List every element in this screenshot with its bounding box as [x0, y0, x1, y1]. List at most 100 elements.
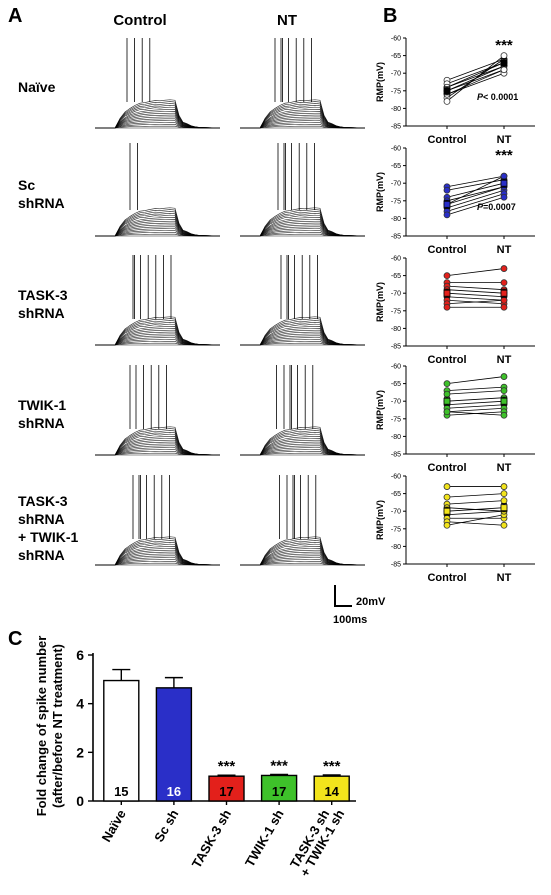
panel-b-letter: B	[383, 5, 397, 27]
rmp-tick-label: -60	[391, 256, 401, 263]
rmp-tick-label: -80	[391, 326, 401, 333]
rmp-category-label: Control	[427, 244, 466, 256]
scale-bar: 20mV 100ms	[333, 585, 386, 626]
voltage-trace-set	[95, 365, 221, 456]
rmp-pair-line	[446, 65, 505, 88]
rmp-pair-line	[446, 500, 505, 505]
rmp-plot: -60 -65 -70 -75 -80 -85 Control NT RMP(mV) *** P=0…	[375, 146, 535, 256]
rmp-tick-label: -80	[391, 434, 401, 441]
rmp-pair-line	[446, 493, 505, 498]
rmp-point	[443, 186, 451, 194]
rmp-pair-line	[446, 400, 505, 406]
rmp-mean-marker	[500, 59, 508, 67]
rmp-category-label: NT	[497, 354, 512, 366]
rmp-tick-label: -75	[391, 308, 401, 315]
rmp-mean-marker	[500, 504, 508, 512]
voltage-trace-set	[240, 255, 366, 346]
rmp-pair-line	[446, 72, 505, 95]
rmp-mean-marker	[500, 289, 508, 297]
rmp-pair-line	[446, 175, 505, 188]
bar-significance: ***	[270, 757, 288, 774]
rmp-point	[443, 390, 451, 398]
bar	[103, 679, 140, 802]
row-label: shRNA	[18, 415, 65, 431]
scalebar-voltage-label: 20mV	[356, 596, 386, 608]
rmp-point	[500, 265, 508, 272]
rmp-category-label: Control	[427, 134, 466, 146]
rmp-tick-label: -65	[391, 381, 401, 388]
bar-n-label: 14	[324, 784, 339, 799]
voltage-trace-set	[95, 255, 221, 346]
rmp-point	[443, 303, 451, 311]
rmp-significance: ***	[495, 37, 513, 54]
rmp-pair-line	[446, 521, 505, 526]
rmp-point	[443, 493, 451, 501]
rmp-point	[443, 483, 451, 490]
panel-b: B -60 -65 -70 -75 -80 -85 Control NT RMP(mV) *** P…	[375, 5, 535, 584]
rmp-pair-line	[446, 69, 505, 95]
rmp-y-axis-label: RMP(mV)	[375, 390, 385, 430]
panel-a-letter: A	[8, 5, 22, 27]
rmp-tick-label: -85	[391, 124, 401, 131]
rmp-point	[500, 490, 508, 498]
rmp-pair-line	[446, 514, 505, 526]
scalebar-time-label: 100ms	[333, 614, 367, 626]
rmp-category-label: Control	[427, 572, 466, 584]
rmp-category-label: NT	[497, 462, 512, 474]
bar-n-label: 15	[114, 784, 128, 799]
rmp-mean-marker	[443, 289, 451, 297]
rmp-pair-line	[446, 186, 505, 205]
rmp-tick-label: -65	[391, 491, 401, 498]
rmp-tick-label: -80	[391, 544, 401, 551]
col-header-nt: NT	[277, 12, 297, 29]
rmp-p-value: P< 0.0001	[477, 92, 518, 102]
rmp-pair-line	[446, 268, 505, 276]
rmp-pair-line	[446, 285, 505, 291]
rmp-tick-label: -60	[391, 36, 401, 43]
rmp-category-label: NT	[497, 134, 512, 146]
rmp-tick-label: -85	[391, 344, 401, 351]
rmp-pair-line	[446, 179, 505, 191]
row-label: shRNA	[18, 195, 65, 211]
rmp-pair-line	[446, 69, 505, 92]
bar-category-label: Sc sh	[151, 807, 181, 845]
rmp-pair-line	[446, 62, 505, 85]
rmp-tick-label: -60	[391, 474, 401, 481]
rmp-pair-line	[446, 397, 505, 402]
rmp-tick-label: -75	[391, 88, 401, 95]
rmp-mean-marker	[443, 87, 451, 95]
rmp-plot: -60 -65 -70 -75 -80 -85 Control NT RMP(mV) *** P< …	[375, 36, 535, 146]
rmp-y-axis-label: RMP(mV)	[375, 282, 385, 322]
rmp-point	[500, 497, 508, 505]
bar-category-label: Naïve	[99, 807, 129, 845]
bar-significance: ***	[218, 758, 236, 775]
rmp-point	[443, 97, 451, 105]
rmp-tick-label: -85	[391, 234, 401, 241]
bar-y-tick-label: 4	[76, 696, 84, 712]
rmp-category-label: Control	[427, 462, 466, 474]
rmp-point	[443, 380, 451, 388]
rmp-pair-line	[446, 386, 505, 392]
bar-y-tick-label: 6	[76, 647, 84, 663]
panel-c-letter: C	[8, 628, 22, 650]
rmp-pair-line	[446, 292, 505, 298]
rmp-point	[500, 279, 508, 287]
rmp-pair-line	[446, 407, 505, 413]
bar-n-label: 17	[272, 784, 286, 799]
rmp-category-label: Control	[427, 354, 466, 366]
row-label: TASK-3	[18, 287, 68, 303]
bar-n-label: 16	[167, 784, 181, 799]
rmp-pair-line	[446, 193, 505, 212]
rmp-y-axis-label: RMP(mV)	[375, 500, 385, 540]
rmp-point	[500, 66, 508, 74]
rmp-point	[500, 411, 508, 419]
rmp-point	[500, 172, 508, 180]
rmp-pair-line	[446, 62, 505, 88]
bar-n-label: 17	[219, 784, 233, 799]
rmp-tick-label: -80	[391, 216, 401, 223]
rmp-pair-line	[446, 299, 505, 305]
rmp-tick-label: -80	[391, 106, 401, 113]
rmp-point	[500, 387, 508, 395]
rmp-point	[443, 272, 451, 280]
col-header-control: Control	[113, 12, 166, 29]
